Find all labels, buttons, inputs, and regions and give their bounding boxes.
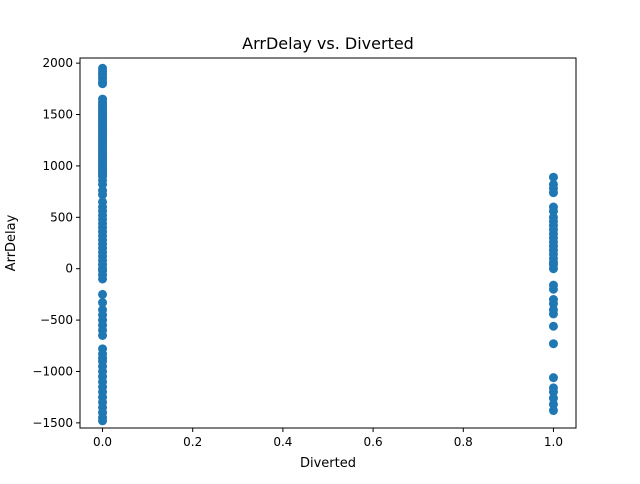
y-tick-label: −1000	[32, 364, 73, 378]
data-point	[548, 393, 558, 403]
data-point	[548, 406, 558, 416]
y-tick-label: 0	[65, 262, 73, 276]
plot-frame	[79, 57, 577, 429]
x-tick-label: 0.2	[183, 435, 202, 449]
data-point	[548, 399, 558, 409]
x-tick-label: 0.8	[454, 435, 473, 449]
data-point	[548, 309, 558, 319]
data-point	[548, 206, 558, 216]
y-axis-ticks: −1500 −1000 −500 0 500 1000 1500 2000	[32, 56, 80, 430]
data-point	[548, 264, 558, 274]
y-tick-label: −1500	[32, 416, 73, 430]
data-point	[548, 339, 558, 349]
y-tick-label: 500	[50, 210, 73, 224]
data-point	[548, 284, 558, 294]
y-tick-label: 1500	[42, 108, 73, 122]
data-point	[98, 274, 108, 284]
data-point	[98, 298, 108, 308]
data-point	[98, 289, 108, 299]
y-tick-label: −500	[40, 313, 73, 327]
y-tick-label: 2000	[42, 56, 73, 70]
x-tick-label: 1.0	[544, 435, 563, 449]
data-point	[98, 179, 108, 189]
data-point	[548, 387, 558, 397]
data-point	[98, 79, 108, 89]
data-point	[548, 299, 558, 309]
data-point	[548, 321, 558, 331]
data-point	[548, 373, 558, 383]
data-point	[98, 331, 108, 340]
data-point	[548, 188, 558, 198]
y-tick-label: 1000	[42, 159, 73, 173]
x-axis-label: Diverted	[300, 456, 356, 471]
y-axis-label: ArrDelay	[4, 214, 19, 271]
x-tick-label: 0.0	[93, 435, 112, 449]
data-point	[548, 172, 558, 182]
chart-title: ArrDelay vs. Diverted	[242, 34, 414, 53]
data-point	[98, 190, 108, 200]
scatter-points	[98, 63, 558, 426]
x-tick-label: 0.6	[364, 435, 383, 449]
data-point	[98, 416, 108, 426]
x-tick-label: 0.4	[273, 435, 292, 449]
x-axis-ticks: 0.0 0.2 0.4 0.6 0.8 1.0	[93, 428, 563, 449]
